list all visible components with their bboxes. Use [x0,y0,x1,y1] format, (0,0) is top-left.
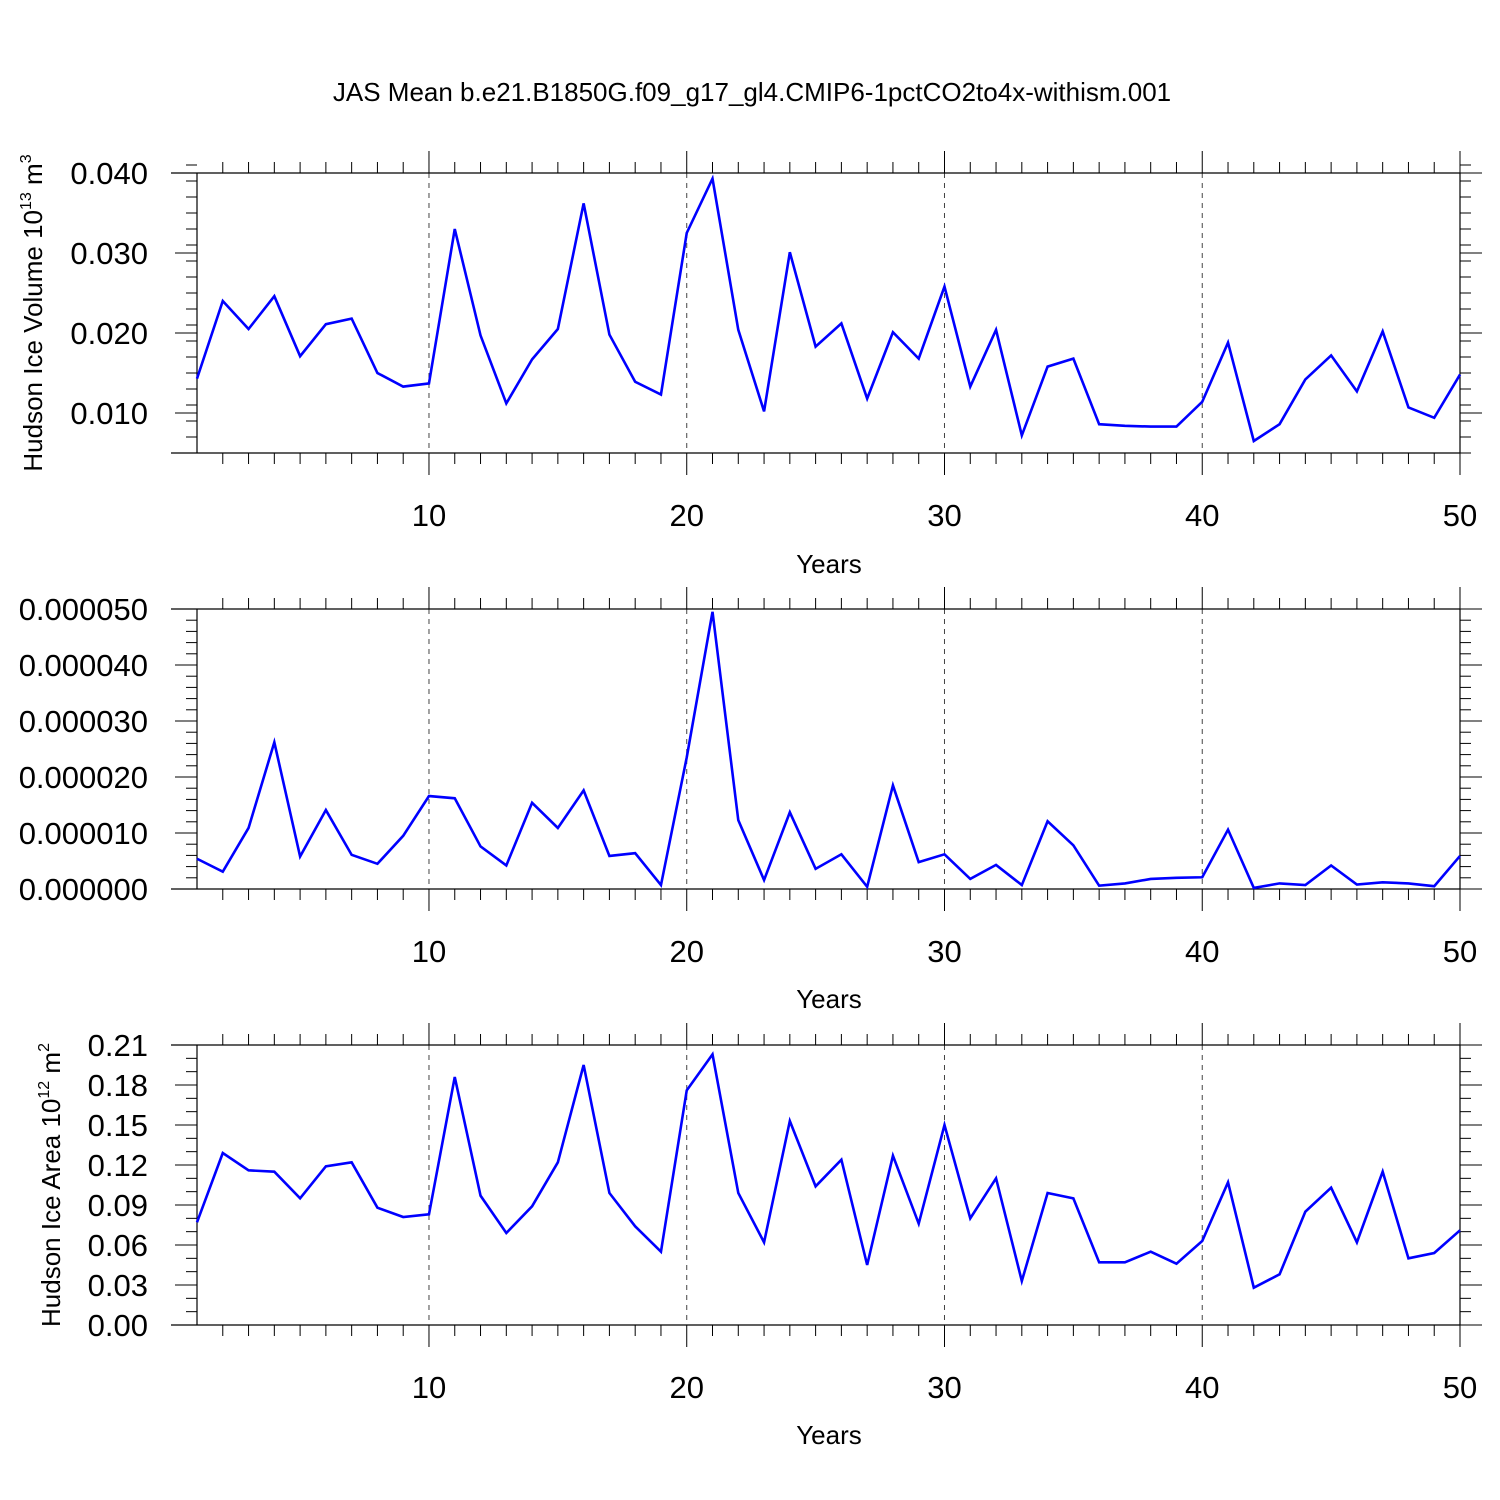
y-tick-label: 0.000010 [19,816,148,851]
y-tick-label: 0.000020 [19,760,148,795]
x-tick-label: 30 [927,934,961,969]
y-label-exponent: 12 [36,1081,53,1099]
x-tick-label: 30 [927,1370,961,1405]
y-tick-label: 0.020 [70,316,148,351]
x-tick-label: 20 [669,934,703,969]
x-tick-label: 40 [1185,934,1219,969]
y-tick-label: 0.18 [88,1068,148,1103]
x-axis-label: Years [796,984,862,1014]
x-tick-label: 50 [1443,1370,1477,1405]
y-axis-label: Hudson Ice Volume 1013 m3 [18,154,48,471]
y-axis-label: Hudson Ice Area 1012 m2 [36,1043,66,1327]
y-tick-label: 0.000050 [19,592,148,627]
panel-3: 10 20 30 40 50 0.00 0.03 0.06 0.09 0.12 0.15 0.18 0.… [36,1023,1482,1450]
x-tick-label: 10 [412,1370,446,1405]
y-tick-label: 0.12 [88,1148,148,1183]
y-label-text: Hudson Ice Area 10 [36,1099,66,1327]
y-label-unit: m [36,1052,66,1081]
x-tick-label: 40 [1185,1370,1219,1405]
y-tick-label: 0.00 [88,1308,148,1343]
x-tick-label: 30 [927,498,961,533]
y-tick-label: 0.21 [88,1028,148,1063]
x-tick-label: 50 [1443,934,1477,969]
series-line [195,174,1462,444]
y-label-unit-exponent: 3 [18,154,35,163]
x-tick-label: 20 [669,498,703,533]
panels: 10 20 30 40 50 0.010 0.020 0.030 0.040 Years Hudso… [18,151,1482,1450]
figure-title: JAS Mean b.e21.B1850G.f09_g17_gl4.CMIP6-… [333,77,1171,107]
x-axis-label: Years [796,1420,862,1450]
y-tick-label: 0.000000 [19,872,148,907]
series-line [195,1051,1461,1290]
panel-1: 10 20 30 40 50 0.010 0.020 0.030 0.040 Years Hudso… [18,151,1482,579]
y-tick-label: 0.040 [70,156,148,191]
x-tick-label: 10 [412,498,446,533]
x-tick-label: 20 [669,1370,703,1405]
series-line [196,611,1461,890]
panel-2: 10 20 30 40 50 0.000000 0.000010 0.000020 0.0000… [19,587,1482,1014]
y-label-unit-exponent: 2 [36,1043,53,1052]
y-label-exponent: 13 [18,192,35,210]
y-tick-label: 0.010 [70,396,148,431]
x-axis-label: Years [796,549,862,579]
y-label-text: Hudson Ice Volume 10 [18,210,48,472]
y-tick-label: 0.000040 [19,648,148,683]
y-tick-label: 0.09 [88,1188,148,1223]
x-tick-label: 50 [1443,498,1477,533]
x-tick-label: 10 [412,934,446,969]
y-tick-label: 0.03 [88,1268,148,1303]
y-tick-label: 0.15 [88,1108,148,1143]
y-tick-label: 0.030 [70,236,148,271]
y-tick-label: 0.000030 [19,704,148,739]
y-tick-label: 0.06 [88,1228,148,1263]
x-tick-label: 40 [1185,498,1219,533]
y-label-unit: m [18,163,48,192]
